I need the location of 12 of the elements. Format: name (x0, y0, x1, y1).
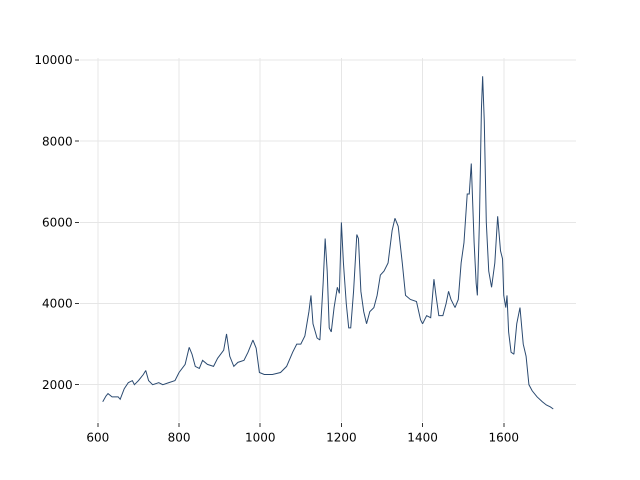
x-tick-label: 1200 (326, 430, 357, 444)
line-series (102, 76, 554, 410)
x-tick-label: 1000 (244, 430, 276, 444)
x-tick-label: 600 (86, 430, 110, 444)
y-tick-label: 6000 (42, 216, 73, 230)
y-tick-label: 2000 (42, 378, 73, 392)
x-tick-label: 1400 (407, 430, 438, 444)
y-tick-label: 10000 (34, 53, 73, 68)
y-tick-label: 4000 (42, 296, 73, 311)
y-tick-label: 8000 (42, 134, 73, 148)
x-tick-label: 800 (168, 430, 190, 444)
x-tick-label: 1600 (488, 430, 520, 444)
